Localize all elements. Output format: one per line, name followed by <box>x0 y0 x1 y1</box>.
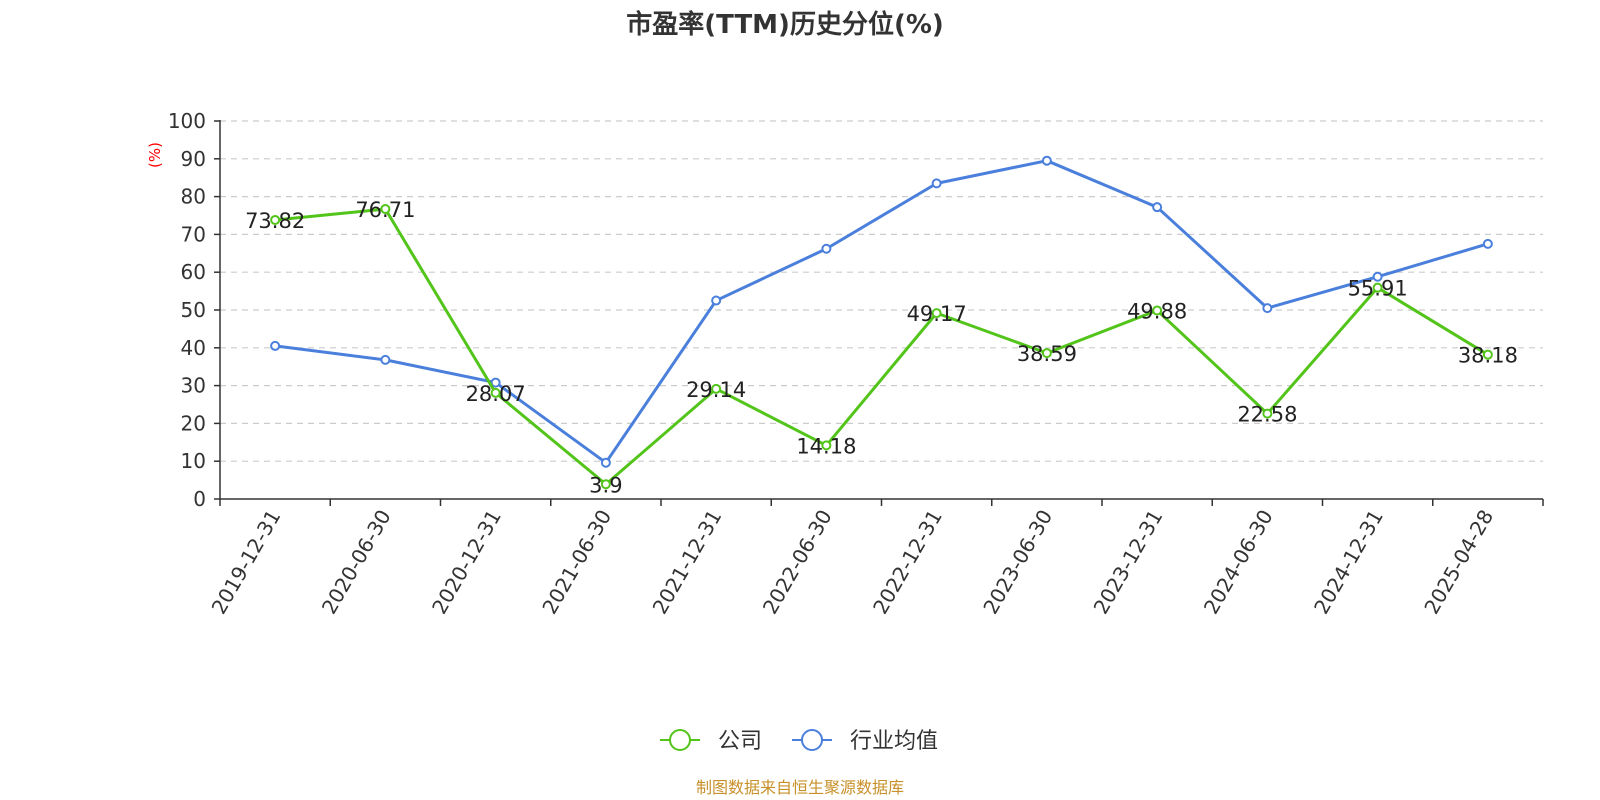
y-tick-label: 0 <box>193 487 206 511</box>
data-label: 14.18 <box>796 434 856 458</box>
data-label: 73.82 <box>245 209 305 233</box>
data-point-industry-average[interactable] <box>1372 271 1383 282</box>
data-labels: 73.82 76.71 28.07 3.9 29.14 14.18 49.17 38.59 49… <box>245 198 1518 497</box>
data-point-industry-average[interactable] <box>931 178 942 189</box>
x-tick-label: 2024-06-30 <box>1199 506 1278 619</box>
data-point-company[interactable] <box>490 387 501 398</box>
x-tick-label: 2020-12-31 <box>427 506 506 619</box>
data-point-company[interactable] <box>600 479 611 490</box>
data-point-company[interactable] <box>1152 305 1163 316</box>
source-note: 制图数据来自恒生聚源数据库 <box>696 778 904 797</box>
grid-lines <box>220 120 1543 462</box>
data-label: 55.91 <box>1348 277 1408 301</box>
data-point-company[interactable] <box>931 308 942 319</box>
data-point-industry-average[interactable] <box>380 354 391 365</box>
y-tick-label: 30 <box>181 374 206 398</box>
y-tick-label: 90 <box>181 147 206 171</box>
x-tick-label: 2021-12-31 <box>648 506 727 619</box>
data-label: 76.71 <box>355 198 415 222</box>
data-point-company[interactable] <box>380 204 391 215</box>
y-tick-label: 40 <box>181 336 206 360</box>
legend-item-company[interactable]: 公司 <box>660 729 762 754</box>
data-point-industry-average[interactable] <box>1041 155 1052 166</box>
data-label: 22.58 <box>1237 403 1297 427</box>
legend-company-marker <box>669 729 691 751</box>
y-tick-label: 70 <box>181 222 206 246</box>
data-label: 38.18 <box>1458 344 1518 368</box>
data-point-industry-average[interactable] <box>490 377 501 388</box>
x-tick-label: 2023-06-30 <box>978 506 1057 619</box>
chart-title: 市盈率(TTM)历史分位(%) <box>626 9 944 40</box>
data-label: 38.59 <box>1017 342 1077 366</box>
x-tick-label: 2019-12-31 <box>207 506 286 619</box>
data-point-industry-average[interactable] <box>600 457 611 468</box>
y-axis-unit-label: (%) <box>146 142 164 168</box>
legend-industry-label: 行业均值 <box>850 729 938 754</box>
data-point-industry-average[interactable] <box>1262 303 1273 314</box>
y-tick-label: 10 <box>181 449 206 473</box>
data-label: 29.14 <box>686 378 746 402</box>
x-tick-label: 2021-06-30 <box>537 506 616 619</box>
data-point-company[interactable] <box>1372 282 1383 293</box>
data-point-company[interactable] <box>1041 348 1052 359</box>
y-tick-label: 50 <box>181 298 206 322</box>
data-point-industry-average[interactable] <box>711 295 722 306</box>
y-tick-label: 60 <box>181 260 206 284</box>
legend-item-industry-average[interactable]: 行业均值 <box>792 729 938 754</box>
y-tick-label: 20 <box>181 411 206 435</box>
series-line-company <box>274 207 1489 486</box>
data-point-company[interactable] <box>270 214 281 225</box>
x-tick-label: 2024-12-31 <box>1309 506 1388 619</box>
data-label: 3.9 <box>589 473 622 497</box>
y-tick-label: 100 <box>168 109 206 133</box>
data-point-industry-average[interactable] <box>1482 238 1493 249</box>
y-tick-label: 80 <box>181 185 206 209</box>
data-point-industry-average[interactable] <box>821 243 832 254</box>
legend-company-label: 公司 <box>718 729 762 754</box>
data-label: 28.07 <box>466 382 526 406</box>
legend-industry-marker <box>801 729 823 751</box>
series-line-industry-average <box>274 159 1489 465</box>
data-point-company[interactable] <box>1482 349 1493 360</box>
x-tick-label: 2023-12-31 <box>1089 506 1168 619</box>
data-point-industry-average[interactable] <box>1152 202 1163 213</box>
data-point-company[interactable] <box>1262 408 1273 419</box>
series-layer <box>270 155 1493 490</box>
legend: 公司 行业均值 <box>660 729 938 754</box>
axes: 0 10 20 30 40 50 60 70 80 90 100 2019-12-31 2020-06-… <box>168 109 1544 619</box>
x-tick-label: 2020-06-30 <box>317 506 396 619</box>
data-label: 49.88 <box>1127 299 1187 323</box>
x-tick-label: 2025-04-28 <box>1419 506 1498 619</box>
x-tick-label: 2022-06-30 <box>758 506 837 619</box>
data-point-company[interactable] <box>821 440 832 451</box>
data-point-industry-average[interactable] <box>270 340 281 351</box>
data-label: 49.17 <box>907 302 967 326</box>
x-tick-label: 2022-12-31 <box>868 506 947 619</box>
data-point-company[interactable] <box>711 383 722 394</box>
